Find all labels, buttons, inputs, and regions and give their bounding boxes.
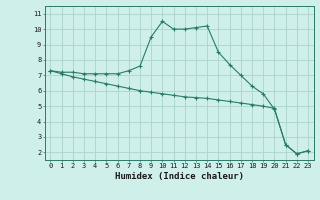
X-axis label: Humidex (Indice chaleur): Humidex (Indice chaleur): [115, 172, 244, 181]
